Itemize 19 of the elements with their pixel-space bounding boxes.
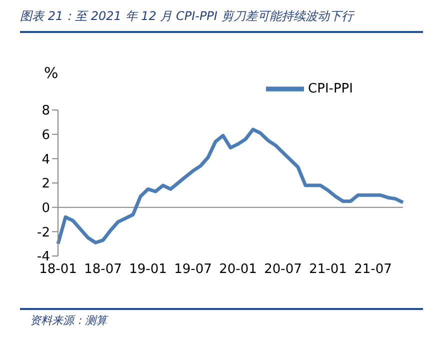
chart-title: 图表 21：至 2021 年 12 月 CPI-PPI 剪刀差可能持续波动下行 [20, 8, 354, 25]
x-tick-label: 19-01 [129, 262, 167, 278]
y-tick-label: 6 [42, 128, 50, 143]
y-tick-label: 0 [42, 200, 50, 216]
x-tick-label: 19-07 [174, 262, 212, 278]
y-axis-title: % [44, 64, 58, 82]
y-tick-label: 8 [42, 104, 50, 119]
x-tick-label: 20-07 [264, 262, 302, 278]
y-tick-label: -4 [37, 250, 50, 265]
x-tick-label: 21-01 [309, 262, 347, 278]
x-tick-label: 18-07 [84, 262, 122, 278]
x-tick-label: 21-07 [354, 262, 392, 278]
x-tick-label: 18-01 [39, 262, 77, 278]
legend-label: CPI-PPI [308, 82, 353, 97]
y-tick-label: -2 [37, 225, 50, 240]
y-tick-label: 2 [42, 176, 50, 192]
x-tick-label: 20-01 [219, 262, 257, 278]
y-tick-label: 4 [42, 152, 50, 168]
text: 资料来源：测算 [30, 313, 107, 328]
